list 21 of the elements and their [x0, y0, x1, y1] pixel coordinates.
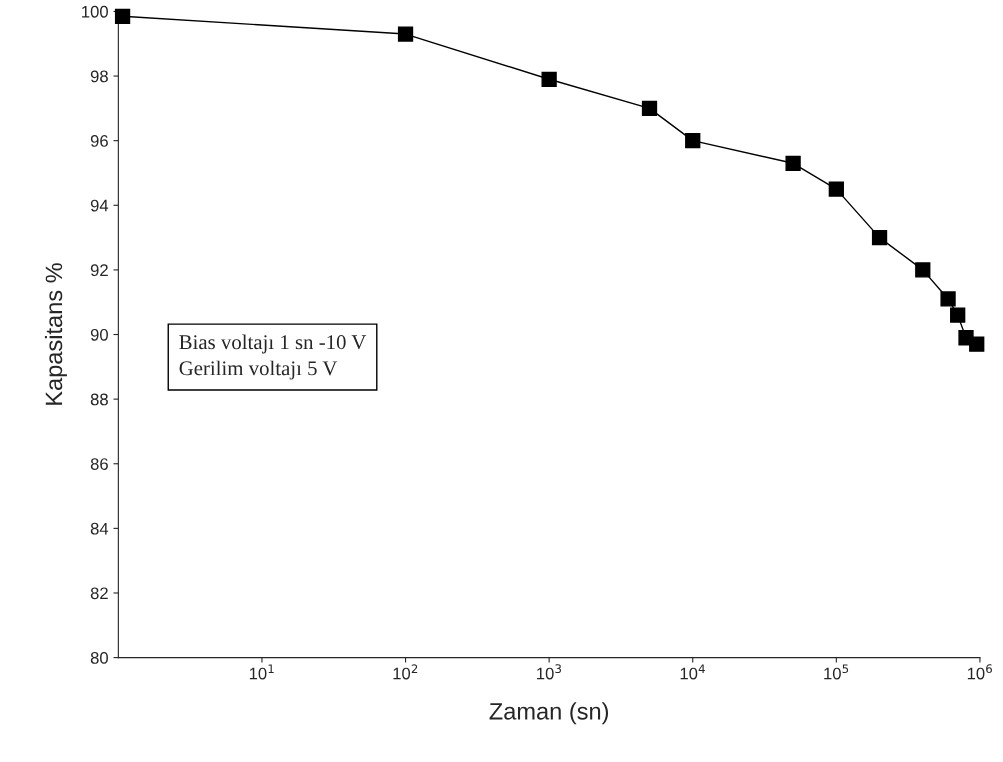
x-tick-label: 10$^{3}$ — [537, 664, 561, 680]
y-tick-label: 88 — [90, 393, 108, 406]
x-tick-label: 10$^{5}$ — [824, 664, 849, 680]
y-tick-label: 100 — [82, 5, 108, 18]
y-tick-label: 90 — [90, 328, 108, 341]
x-tick-label: 10$^{1}$ — [249, 664, 274, 680]
y-tick-label: 96 — [90, 135, 108, 147]
annotation: Gerilim voltajı 5 V — [179, 360, 338, 380]
y-tick-label: 80 — [90, 652, 108, 664]
y-tick-label: 98 — [90, 70, 108, 83]
x-tick-label: 10$^{4}$ — [680, 664, 705, 680]
x-tick-label: 10$^{6}$ — [967, 664, 992, 680]
y-tick-label: 92 — [90, 264, 108, 277]
y-tick-label: 86 — [90, 458, 108, 470]
y-tick-label: 82 — [90, 587, 108, 600]
x-axis-title: Zaman (sn) — [489, 702, 609, 725]
y-tick-label: 94 — [90, 199, 109, 212]
y-tick-label: 84 — [90, 522, 109, 535]
y-axis-title: Kapasitans % — [44, 263, 67, 405]
annotation: Bias voltajı 1 sn -10 V — [179, 334, 367, 354]
x-tick-label: 10$^{2}$ — [393, 664, 418, 680]
